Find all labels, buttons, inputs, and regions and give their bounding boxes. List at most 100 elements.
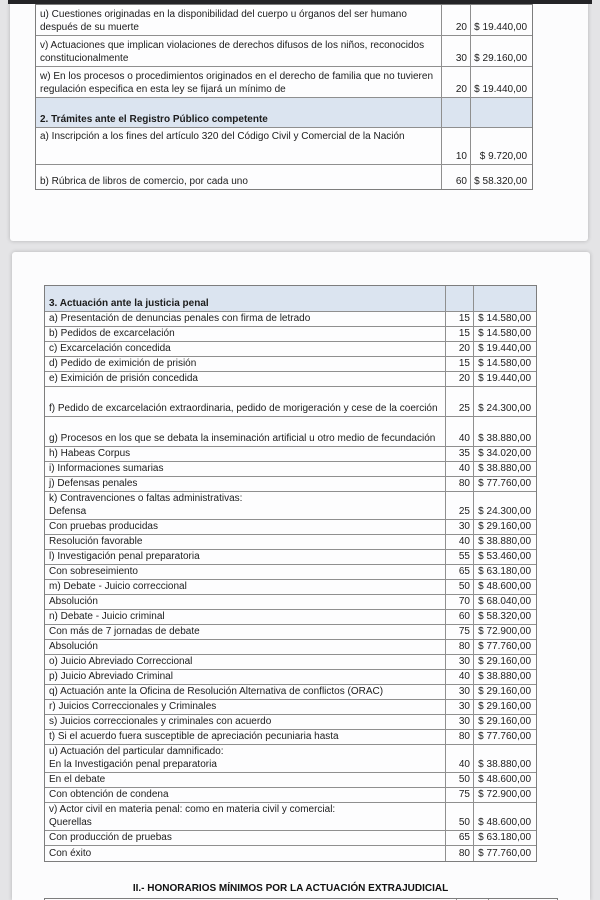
row-label: h) Habeas Corpus — [49, 448, 131, 459]
table-row: d) Pedido de eximición de prisión 15 $ 14.… — [45, 357, 536, 372]
row-description-cell: o) Juicio Abreviado Correccional — [45, 655, 445, 669]
row-uma-value: 10 — [441, 128, 470, 164]
row-description-cell: a) Presentación de denuncias penales con… — [45, 312, 445, 326]
row-description-cell: Con obtención de condena — [45, 788, 445, 802]
row-uma-value: 80 — [445, 477, 473, 491]
row-label: r) Juicios Correccionales y Criminales — [49, 701, 217, 712]
row-uma-value: 30 — [445, 685, 473, 699]
row-description-cell: Resolución favorable — [45, 535, 445, 549]
row-description-cell: t) Si el acuerdo fuera susceptible de ap… — [45, 730, 445, 744]
row-description-cell: m) Debate - Juicio correccional — [45, 580, 445, 594]
row-amount-value: $ 29.160,00 — [473, 655, 536, 669]
row-amount-value: $ 19.440,00 — [470, 5, 532, 35]
table-row: m) Debate - Juicio correccional 50 $ 48.60… — [45, 580, 536, 595]
row-label: En el debate — [49, 774, 106, 785]
row-amount-value: $ 24.300,00 — [473, 492, 536, 519]
row-description-cell: Con producción de pruebas — [45, 831, 445, 845]
row-description-cell: s) Juicios correccionales y criminales c… — [45, 715, 445, 729]
table-row: n) Debate - Juicio criminal 60 $ 58.320,00 — [45, 610, 536, 625]
table-row: f) Pedido de excarcelación extraordinari… — [45, 387, 536, 417]
row-uma-value: 50 — [445, 773, 473, 787]
row-description-cell: j) Defensas penales — [45, 477, 445, 491]
row-uma-value: 80 — [445, 730, 473, 744]
table-row: o) Juicio Abreviado Correccional 30 $ 29.1… — [45, 655, 536, 670]
section-header-row: 3. Actuación ante la justicia penal — [45, 286, 536, 312]
table-row: u) Cuestiones originadas en la disponibi… — [36, 5, 532, 36]
row-uma-value: 65 — [445, 565, 473, 579]
row-description-cell: h) Habeas Corpus — [45, 447, 445, 461]
table-row: Con éxito 80 $ 77.760,00 — [45, 846, 536, 861]
table-row: t) Si el acuerdo fuera susceptible de ap… — [45, 730, 536, 745]
row-amount-value: $ 53.460,00 — [473, 550, 536, 564]
row-description-cell: n) Debate - Juicio criminal — [45, 610, 445, 624]
row-uma-value: 15 — [445, 357, 473, 371]
row-label: w) En los procesos o procedimientos orig… — [40, 71, 434, 95]
table-row: Con pruebas producidas 30 $ 29.160,00 — [45, 520, 536, 535]
row-amount-value: $ 34.020,00 — [473, 447, 536, 461]
table-row: a) Inscripción a los fines del artículo … — [36, 128, 532, 165]
row-description-cell: En el debate — [45, 773, 445, 787]
table-row: l) Investigación penal preparatoria 55 $ 5… — [45, 550, 536, 565]
row-description-cell: Con éxito — [45, 846, 445, 861]
table-row: h) Habeas Corpus 35 $ 34.020,00 — [45, 447, 536, 462]
row-amount-value: $ 58.320,00 — [470, 165, 532, 189]
row-amount-value: $ 29.160,00 — [470, 36, 532, 66]
row-uma-value: 20 — [441, 67, 470, 97]
row-uma-value: 55 — [445, 550, 473, 564]
row-label: j) Defensas penales — [49, 478, 138, 489]
row-amount-value: $ 14.580,00 — [473, 357, 536, 371]
row-amount-value: $ 72.900,00 — [473, 788, 536, 802]
row-label: Resolución favorable — [49, 536, 143, 547]
row-uma-value: 15 — [445, 327, 473, 341]
row-amount-value: $ 77.760,00 — [473, 846, 536, 861]
row-amount-value: $ 38.880,00 — [473, 670, 536, 684]
table-row: k) Contravenciones o faltas administrati… — [45, 492, 536, 520]
row-description-cell: p) Juicio Abreviado Criminal — [45, 670, 445, 684]
row-description-cell: u) Actuación del particular damnificado:… — [45, 745, 445, 772]
row-amount-value: $ 68.040,00 — [473, 595, 536, 609]
row-label: v) Actor civil en materia penal: como en… — [49, 804, 336, 815]
row-description-cell: Con pruebas producidas — [45, 520, 445, 534]
row-description-cell: r) Juicios Correccionales y Criminales — [45, 700, 445, 714]
table-row: p) Juicio Abreviado Criminal 40 $ 38.880,0… — [45, 670, 536, 685]
row-description-cell: Absolución — [45, 640, 445, 654]
row-description-cell: a) Inscripción a los fines del artículo … — [36, 128, 441, 164]
row-description-cell: b) Rúbrica de libros de comercio, por ca… — [36, 165, 441, 189]
table-row: b) Rúbrica de libros de comercio, por ca… — [36, 165, 532, 189]
row-description-cell: u) Cuestiones originadas en la disponibi… — [36, 5, 441, 35]
row-amount-value: $ 24.300,00 — [473, 387, 536, 416]
row-label: l) Investigación penal preparatoria — [49, 551, 200, 562]
row-label: Con obtención de condena — [49, 789, 169, 800]
row-uma-value: 40 — [445, 670, 473, 684]
row-amount-value: $ 77.760,00 — [473, 477, 536, 491]
table-row: v) Actuaciones que implican violaciones … — [36, 36, 532, 67]
row-description-cell: Con más de 7 jornadas de debate — [45, 625, 445, 639]
row-amount-value: $ 29.160,00 — [473, 715, 536, 729]
table-row: i) Informaciones sumarias 40 $ 38.880,00 — [45, 462, 536, 477]
row-description-cell: 2. Trámites ante el Registro Público com… — [36, 98, 441, 127]
row-label: Con éxito — [49, 848, 92, 859]
row-amount-value: $ 63.180,00 — [473, 565, 536, 579]
row-uma-value: 75 — [445, 625, 473, 639]
row-description-cell: Con sobreseimiento — [45, 565, 445, 579]
row-uma-value: 70 — [445, 595, 473, 609]
table-row: Con obtención de condena 75 $ 72.900,00 — [45, 788, 536, 803]
row-description-cell: 3. Actuación ante la justicia penal — [45, 286, 445, 311]
row-amount-value: $ 38.880,00 — [473, 745, 536, 772]
table-row: b) Pedidos de excarcelación 15 $ 14.580,00 — [45, 327, 536, 342]
row-uma-value — [441, 98, 470, 127]
row-amount-value: $ 29.160,00 — [473, 520, 536, 534]
row-description-cell: c) Excarcelación concedida — [45, 342, 445, 356]
table-row: Absolución 80 $ 77.760,00 — [45, 640, 536, 655]
row-description-cell: f) Pedido de excarcelación extraordinari… — [45, 387, 445, 416]
row-amount-value: $ 48.600,00 — [473, 803, 536, 830]
row-description-cell: i) Informaciones sumarias — [45, 462, 445, 476]
row-uma-value: 30 — [445, 520, 473, 534]
table-row: Absolución 70 $ 68.040,00 — [45, 595, 536, 610]
table-row: Con más de 7 jornadas de debate 75 $ 72.90… — [45, 625, 536, 640]
row-uma-value: 75 — [445, 788, 473, 802]
row-amount-value: $ 38.880,00 — [473, 417, 536, 446]
row-description-cell: v) Actuaciones que implican violaciones … — [36, 36, 441, 66]
fees-table-justicia-penal: 3. Actuación ante la justicia penal a) Pr… — [44, 285, 537, 862]
row-label: Con producción de pruebas — [49, 832, 172, 843]
